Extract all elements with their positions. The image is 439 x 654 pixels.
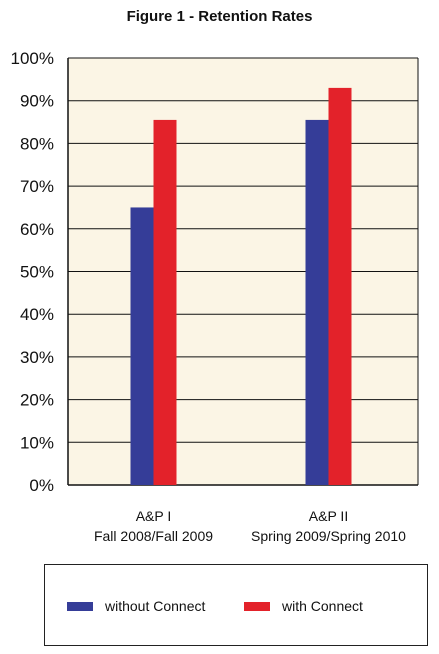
chart-title: Figure 1 - Retention Rates <box>126 8 313 25</box>
x-category-label: Spring 2009/Spring 2010 <box>251 528 406 544</box>
x-category-label: A&P II <box>309 508 348 524</box>
legend-label-without-connect: without Connect <box>105 598 206 614</box>
legend-item-with-connect: with Connect <box>244 598 363 614</box>
x-category-label: Fall 2008/Fall 2009 <box>94 528 213 544</box>
legend-swatch-with-connect <box>244 601 270 611</box>
y-tick-label: 50% <box>20 263 54 282</box>
y-tick-label: 40% <box>20 305 54 324</box>
y-tick-label: 80% <box>20 134 54 153</box>
y-tick-label: 0% <box>29 476 54 495</box>
y-tick-label: 100% <box>11 49 54 68</box>
bar-without-connect-1 <box>305 119 329 485</box>
y-tick-label: 30% <box>20 348 54 367</box>
legend: without Connect with Connect <box>44 564 428 646</box>
bar-with-connect-1 <box>328 87 352 485</box>
y-tick-label: 20% <box>20 391 54 410</box>
legend-label-with-connect: with Connect <box>282 598 363 614</box>
bar-chart: 0% 10% 20% 30% 40% 50% 60% 70% 80% 90% 100% A&P I Fa… <box>11 49 419 544</box>
legend-swatch-without-connect <box>67 601 93 611</box>
x-category-label: A&P I <box>136 508 172 524</box>
y-tick-label: 90% <box>20 92 54 111</box>
bar-with-connect-0 <box>153 119 177 485</box>
legend-item-without-connect: without Connect <box>67 598 205 614</box>
bar-without-connect-0 <box>130 207 154 485</box>
y-tick-label: 60% <box>20 220 54 239</box>
y-tick-label: 10% <box>20 433 54 452</box>
y-tick-label: 70% <box>20 177 54 196</box>
